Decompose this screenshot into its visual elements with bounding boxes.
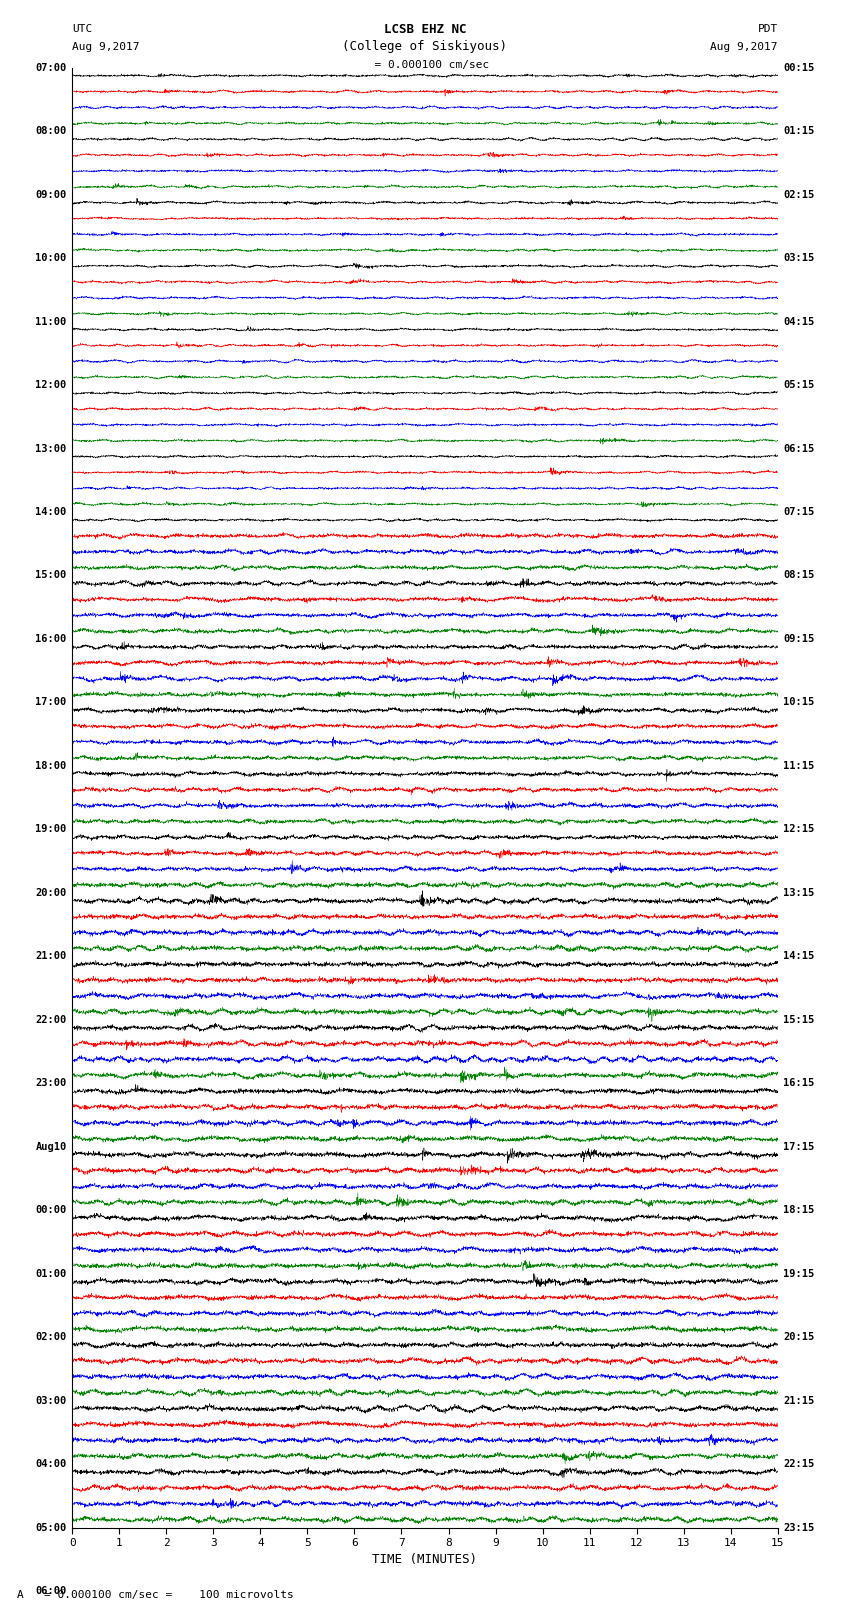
Text: 18:15: 18:15 [784, 1205, 814, 1215]
Text: 18:00: 18:00 [36, 761, 66, 771]
Text: 08:15: 08:15 [784, 571, 814, 581]
Text: 05:00: 05:00 [36, 1523, 66, 1532]
X-axis label: TIME (MINUTES): TIME (MINUTES) [372, 1553, 478, 1566]
Text: 23:15: 23:15 [784, 1523, 814, 1532]
Text: 03:15: 03:15 [784, 253, 814, 263]
Text: = 0.000100 cm/sec: = 0.000100 cm/sec [361, 60, 489, 69]
Text: Aug 9,2017: Aug 9,2017 [711, 42, 778, 52]
Text: 21:00: 21:00 [36, 952, 66, 961]
Text: 05:15: 05:15 [784, 381, 814, 390]
Text: 02:15: 02:15 [784, 190, 814, 200]
Text: 07:15: 07:15 [784, 506, 814, 518]
Text: 11:15: 11:15 [784, 761, 814, 771]
Text: 19:00: 19:00 [36, 824, 66, 834]
Text: 07:00: 07:00 [36, 63, 66, 73]
Text: 20:15: 20:15 [784, 1332, 814, 1342]
Text: 20:00: 20:00 [36, 887, 66, 898]
Text: 04:15: 04:15 [784, 316, 814, 326]
Text: 16:00: 16:00 [36, 634, 66, 644]
Text: 17:15: 17:15 [784, 1142, 814, 1152]
Text: 09:00: 09:00 [36, 190, 66, 200]
Text: 14:00: 14:00 [36, 506, 66, 518]
Text: LCSB EHZ NC: LCSB EHZ NC [383, 23, 467, 35]
Text: 12:15: 12:15 [784, 824, 814, 834]
Text: PDT: PDT [757, 24, 778, 34]
Text: 19:15: 19:15 [784, 1269, 814, 1279]
Text: 15:15: 15:15 [784, 1015, 814, 1024]
Text: 17:00: 17:00 [36, 697, 66, 708]
Text: 01:15: 01:15 [784, 126, 814, 135]
Text: 10:00: 10:00 [36, 253, 66, 263]
Text: 00:15: 00:15 [784, 63, 814, 73]
Text: 08:00: 08:00 [36, 126, 66, 135]
Text: 22:00: 22:00 [36, 1015, 66, 1024]
Text: 02:00: 02:00 [36, 1332, 66, 1342]
Text: 11:00: 11:00 [36, 316, 66, 326]
Text: 01:00: 01:00 [36, 1269, 66, 1279]
Text: A   = 0.000100 cm/sec =    100 microvolts: A = 0.000100 cm/sec = 100 microvolts [17, 1590, 294, 1600]
Text: 23:00: 23:00 [36, 1077, 66, 1089]
Text: 22:15: 22:15 [784, 1460, 814, 1469]
Text: UTC: UTC [72, 24, 93, 34]
Text: Aug10: Aug10 [36, 1142, 66, 1152]
Text: 13:00: 13:00 [36, 444, 66, 453]
Text: 10:15: 10:15 [784, 697, 814, 708]
Text: 12:00: 12:00 [36, 381, 66, 390]
Text: 16:15: 16:15 [784, 1077, 814, 1089]
Text: 06:15: 06:15 [784, 444, 814, 453]
Text: (College of Siskiyous): (College of Siskiyous) [343, 40, 507, 53]
Text: 15:00: 15:00 [36, 571, 66, 581]
Text: 03:00: 03:00 [36, 1395, 66, 1405]
Text: 00:00: 00:00 [36, 1205, 66, 1215]
Text: 14:15: 14:15 [784, 952, 814, 961]
Text: 06:00: 06:00 [36, 1586, 66, 1595]
Text: Aug 9,2017: Aug 9,2017 [72, 42, 139, 52]
Text: 09:15: 09:15 [784, 634, 814, 644]
Text: 04:00: 04:00 [36, 1460, 66, 1469]
Text: 21:15: 21:15 [784, 1395, 814, 1405]
Text: 13:15: 13:15 [784, 887, 814, 898]
